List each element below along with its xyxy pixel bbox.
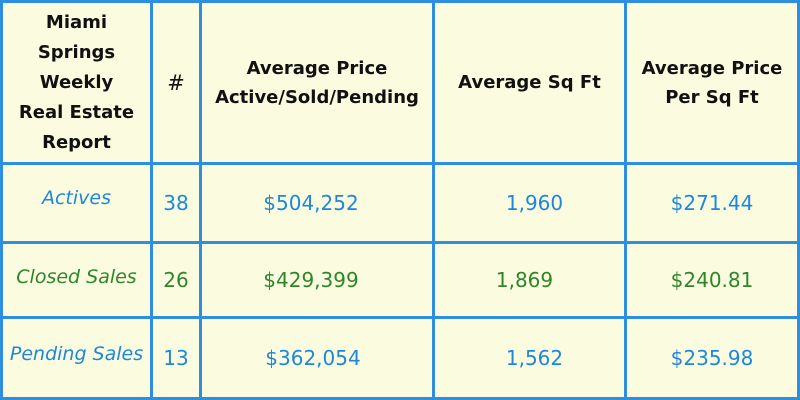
col-divider-1 xyxy=(150,0,153,400)
header-divider xyxy=(0,162,800,165)
header-count: # xyxy=(167,70,185,95)
closed-sales-count: 26 xyxy=(163,268,189,292)
pending-sales-average-price: $362,054 xyxy=(265,346,361,370)
pending-sales-count: 13 xyxy=(163,346,189,370)
actives-average-sqft: 1,960 xyxy=(505,191,564,215)
actives-average-price-per-sqft: $271.44 xyxy=(670,191,754,215)
pending-sales-average-price-per-sqft: $235.98 xyxy=(670,346,754,370)
row-label-pending-sales: Pending Sales xyxy=(9,343,144,365)
closed-sales-average-price-per-sqft: $240.81 xyxy=(670,268,754,292)
header-report-title: Miami Springs Weekly Real Estate Report xyxy=(18,11,135,153)
row-label-actives: Actives xyxy=(41,187,111,209)
closed-sales-average-price: $429,399 xyxy=(263,268,359,292)
header-average-sqft: Average Sq Ft xyxy=(458,72,601,93)
table-border-top xyxy=(0,0,800,3)
row-divider-2 xyxy=(0,316,800,319)
header-average-price: Average Price Active/Sold/Pending xyxy=(215,57,419,108)
table-border-bottom xyxy=(0,397,800,400)
row-divider-1 xyxy=(0,241,800,244)
pending-sales-average-sqft: 1,562 xyxy=(505,346,564,370)
col-divider-2 xyxy=(199,0,202,400)
col-divider-3 xyxy=(432,0,435,400)
header-average-price-per-sqft: Average Price Per Sq Ft xyxy=(641,57,783,108)
col-divider-4 xyxy=(624,0,627,400)
table-border-right xyxy=(797,0,800,400)
closed-sales-average-sqft: 1,869 xyxy=(495,268,554,292)
row-label-closed-sales: Closed Sales xyxy=(16,266,137,288)
actives-count: 38 xyxy=(163,191,189,215)
table-border-left xyxy=(0,0,3,400)
actives-average-price: $504,252 xyxy=(263,191,359,215)
